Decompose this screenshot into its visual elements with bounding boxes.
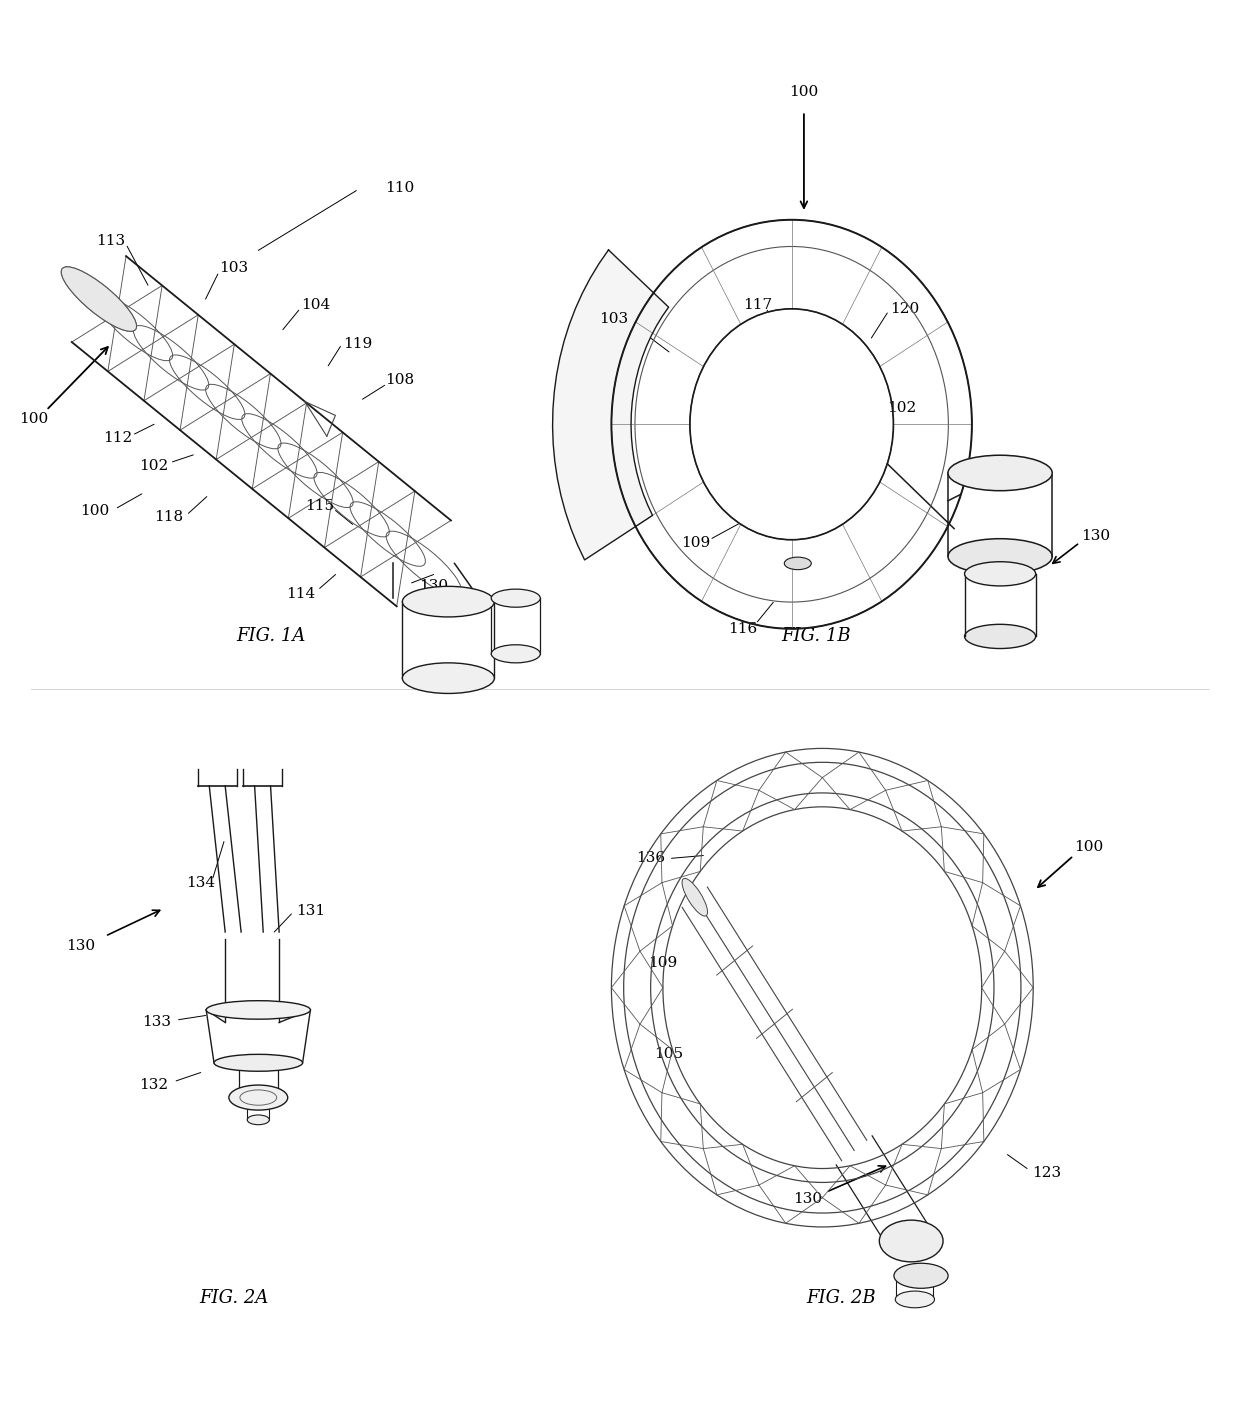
- Text: 105: 105: [655, 1048, 683, 1061]
- Text: 103: 103: [219, 261, 248, 275]
- Text: 104: 104: [301, 298, 331, 312]
- Ellipse shape: [402, 586, 495, 617]
- Text: 114: 114: [286, 587, 316, 601]
- Ellipse shape: [949, 455, 1053, 490]
- Text: 118: 118: [154, 510, 184, 524]
- Text: 102: 102: [139, 459, 169, 473]
- Text: FIG. 2A: FIG. 2A: [200, 1288, 269, 1307]
- Ellipse shape: [491, 589, 541, 607]
- Text: 119: 119: [343, 337, 372, 351]
- Ellipse shape: [682, 878, 708, 916]
- Ellipse shape: [879, 1220, 944, 1262]
- Text: FIG. 2B: FIG. 2B: [806, 1288, 875, 1307]
- Text: 130: 130: [1081, 528, 1110, 542]
- Ellipse shape: [402, 663, 495, 694]
- Text: 100: 100: [81, 503, 110, 517]
- Ellipse shape: [895, 1291, 935, 1308]
- Ellipse shape: [949, 538, 1053, 575]
- Text: 130: 130: [794, 1191, 822, 1205]
- Text: 100: 100: [790, 84, 818, 98]
- Text: 109: 109: [682, 535, 711, 549]
- Circle shape: [611, 219, 972, 629]
- Text: 100: 100: [1074, 840, 1104, 854]
- Text: 110: 110: [384, 181, 414, 195]
- Ellipse shape: [206, 1000, 310, 1019]
- Text: 130: 130: [66, 939, 95, 953]
- Text: 130: 130: [419, 579, 448, 593]
- Ellipse shape: [784, 558, 811, 569]
- Ellipse shape: [491, 645, 541, 663]
- Text: 103: 103: [599, 312, 629, 326]
- Text: 116: 116: [728, 622, 758, 636]
- Ellipse shape: [247, 1116, 269, 1124]
- Text: 132: 132: [140, 1078, 169, 1092]
- Text: 102: 102: [888, 400, 916, 414]
- Ellipse shape: [965, 562, 1035, 586]
- Text: 100: 100: [20, 412, 48, 426]
- Text: 120: 120: [890, 302, 919, 316]
- Ellipse shape: [215, 1054, 303, 1071]
- Text: 136: 136: [636, 851, 665, 865]
- Ellipse shape: [965, 624, 1035, 649]
- Text: 112: 112: [103, 431, 131, 445]
- Text: 109: 109: [649, 955, 677, 969]
- Text: 108: 108: [384, 372, 414, 386]
- Text: 113: 113: [97, 233, 125, 247]
- Text: 133: 133: [143, 1016, 171, 1030]
- Text: 117: 117: [743, 298, 771, 312]
- Text: 123: 123: [1032, 1166, 1061, 1180]
- Text: FIG. 1A: FIG. 1A: [236, 627, 305, 645]
- Text: 131: 131: [296, 905, 326, 917]
- Text: FIG. 1B: FIG. 1B: [781, 627, 851, 645]
- Ellipse shape: [894, 1263, 949, 1288]
- Polygon shape: [553, 250, 668, 561]
- Ellipse shape: [61, 267, 136, 332]
- Text: 134: 134: [186, 877, 216, 891]
- Circle shape: [611, 749, 1033, 1227]
- Ellipse shape: [229, 1085, 288, 1110]
- Circle shape: [689, 309, 894, 540]
- Text: 115: 115: [305, 499, 334, 513]
- Circle shape: [663, 806, 982, 1169]
